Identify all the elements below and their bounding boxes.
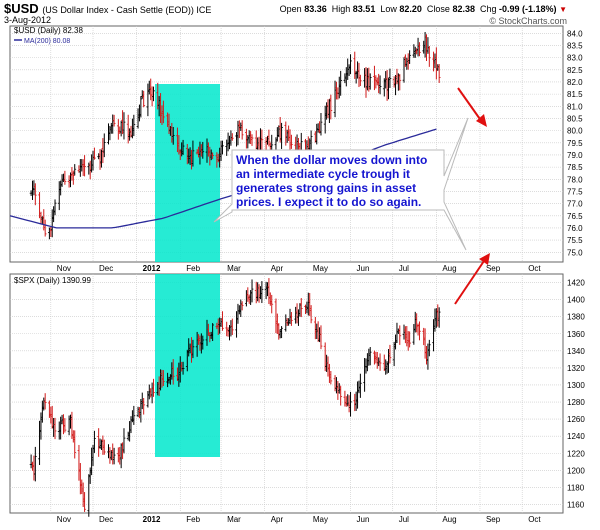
y-tick-label: 77.5 [567, 187, 583, 196]
x-tick-label: Apr [271, 515, 284, 524]
y-tick-label: 75.0 [567, 248, 583, 257]
y-tick-label: 1200 [567, 466, 585, 475]
y-tick-label: 83.0 [567, 54, 583, 63]
y-tick-label: 76.5 [567, 212, 583, 221]
y-tick-label: 75.5 [567, 236, 583, 245]
y-tick-label: 81.5 [567, 90, 583, 99]
x-tick-label: Mar [227, 515, 241, 524]
highlight-band [155, 84, 220, 262]
y-tick-label: 80.0 [567, 127, 583, 136]
chart-ticker: $USD (US Dollar Index - Cash Settle (EOD… [4, 1, 212, 16]
y-tick-label: 1240 [567, 432, 585, 441]
plot-area [9, 25, 564, 263]
y-tick-label: 1360 [567, 330, 585, 339]
x-tick-label: Apr [271, 264, 284, 273]
y-tick-label: 82.0 [567, 78, 583, 87]
y-tick-label: 1400 [567, 296, 585, 305]
annotation-overlay [213, 87, 490, 305]
y-tick-label: 1320 [567, 364, 585, 373]
x-tick-label: Dec [99, 264, 113, 273]
x-tick-label: Oct [528, 515, 541, 524]
usd-panel: 75.0 75.5 76.0 76.5 77.0 77.5 78.0 78.5 79.0 79.5… [9, 25, 583, 273]
watermark: © StockCharts.com [489, 16, 567, 26]
y-tick-label: 80.5 [567, 114, 583, 123]
legend-ma: MA(200) 80.08 [24, 38, 70, 45]
y-tick-label: 1180 [567, 483, 585, 492]
callout-box [213, 117, 469, 251]
y-tick-label: 1220 [567, 449, 585, 458]
x-tick-label: Nov [57, 515, 71, 524]
arrow-down-head [476, 114, 487, 127]
arrow-up-head [479, 253, 490, 265]
chart-date: 3-Aug-2012 [4, 15, 52, 25]
legend-spx: $SPX (Daily) 1390.99 [14, 276, 91, 285]
y-tick-label: 76.0 [567, 224, 583, 233]
x-tick-label: Aug [442, 264, 456, 273]
x-tick-label: Jul [399, 515, 409, 524]
y-tick-label: 1420 [567, 279, 585, 288]
ticker-description: (US Dollar Index - Cash Settle (EOD)) IC… [42, 5, 212, 15]
spx-panel: 1160 1180 1200 1220 1240 1260 1280 1300 1320 1340… [9, 273, 585, 524]
x-tick-label: May [313, 515, 328, 524]
plot-area [9, 273, 564, 514]
legend-usd: $USD (Daily) 82.38 [14, 26, 83, 35]
annotation-text: When the dollar moves down into an inter… [236, 153, 428, 209]
x-tick-label: Sep [486, 515, 501, 524]
y-tick-label: 1340 [567, 347, 585, 356]
y-tick-label: 1160 [567, 500, 585, 509]
y-tick-label: 1300 [567, 381, 585, 390]
x-tick-label: Jul [399, 264, 409, 273]
x-tick-label: May [313, 264, 328, 273]
y-tick-label: 1260 [567, 415, 585, 424]
y-tick-label: 81.0 [567, 102, 583, 111]
x-tick-label: 2012 [143, 515, 161, 524]
y-tick-label: 1280 [567, 398, 585, 407]
y-tick-label: 82.5 [567, 66, 583, 75]
y-tick-label: 77.0 [567, 200, 583, 209]
y-tick-label: 1380 [567, 313, 585, 322]
y-tick-label: 78.0 [567, 175, 583, 184]
x-tick-label: Mar [227, 264, 241, 273]
y-tick-label: 83.5 [567, 41, 583, 50]
x-tick-label: Jun [357, 264, 370, 273]
y-tick-label: 84.0 [567, 29, 583, 38]
x-tick-label: Nov [57, 264, 71, 273]
x-tick-label: Aug [442, 515, 456, 524]
down-triangle-icon: ▼ [559, 5, 567, 14]
arrow-down-line [457, 87, 483, 123]
x-tick-label: Dec [99, 515, 113, 524]
x-tick-label: 2012 [143, 264, 161, 273]
x-tick-label: Sep [486, 264, 501, 273]
x-tick-label: Oct [528, 264, 541, 273]
arrow-up-line [454, 257, 487, 305]
y-tick-label: 78.5 [567, 163, 583, 172]
y-tick-label: 79.0 [567, 151, 583, 160]
ohlc-readout: Open 83.36 High 83.51 Low 82.20 Close 82… [279, 4, 567, 14]
x-tick-label: Jun [357, 515, 370, 524]
x-tick-label: Feb [186, 264, 200, 273]
y-tick-label: 79.5 [567, 139, 583, 148]
x-tick-label: Feb [186, 515, 200, 524]
